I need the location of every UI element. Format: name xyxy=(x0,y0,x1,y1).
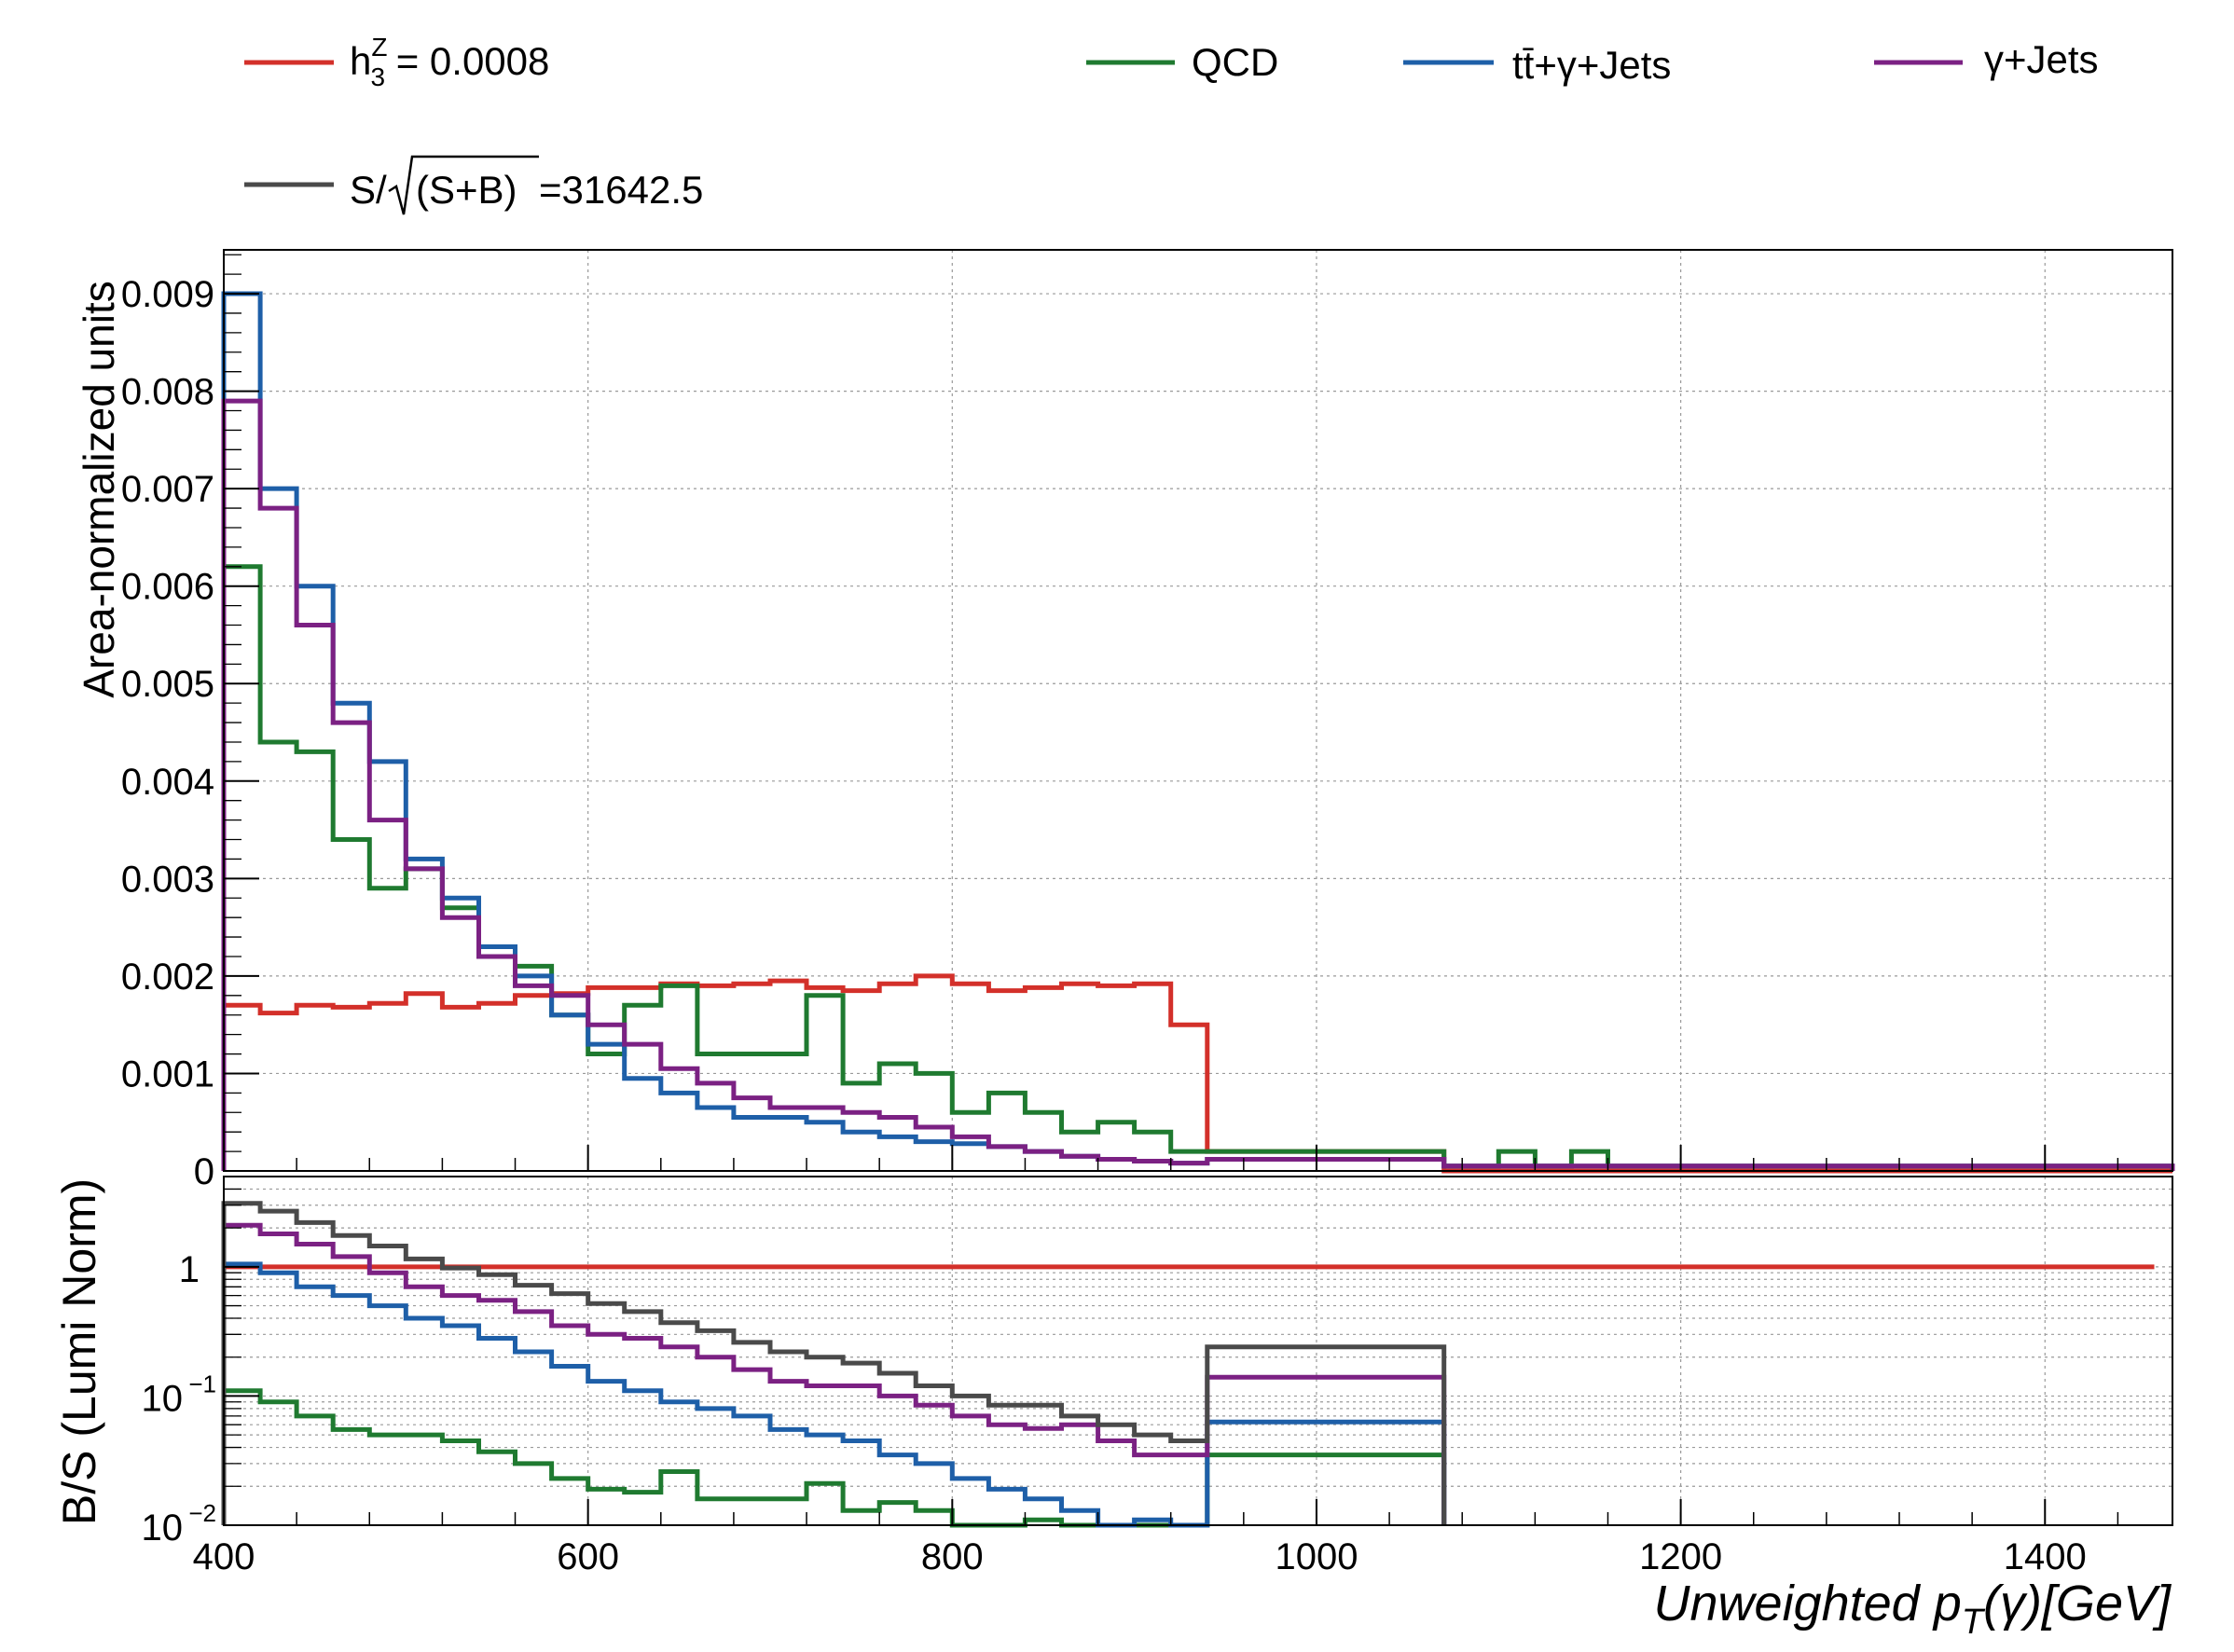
top-panel-frame xyxy=(223,249,2173,1172)
top-y-tick-label: 0.007 xyxy=(121,469,214,510)
legend-significance-value: =31642.5 xyxy=(539,168,703,212)
legend-significance-radicand: (S+B) xyxy=(416,168,517,212)
top-y-tick-label: 0 xyxy=(194,1151,214,1192)
x-tick-labels: 400 600 800 1000 1200 1400 xyxy=(193,1536,2087,1577)
top-y-tick-label: 0.008 xyxy=(121,372,214,413)
bottom-series-qcd xyxy=(221,1388,1447,1528)
bottom-panel-ticks xyxy=(223,1176,2119,1526)
top-series-signal xyxy=(221,973,2172,1174)
bottom-panel-series xyxy=(221,1201,2155,1528)
legend-significance-label: S/ (S+B) =31642.5 xyxy=(350,155,703,215)
bottom-series-gj xyxy=(221,1222,1447,1525)
top-series-gj xyxy=(221,398,2175,1171)
bottom-y-tick-label: 10 xyxy=(142,1507,184,1549)
bottom-series-ttgj xyxy=(221,1261,1447,1528)
top-panel-y-tick-labels: 0 0.001 0.002 0.003 0.004 0.005 0.006 0.007 0.00… xyxy=(121,274,214,1192)
bottom-y-axis-title: B/S (Lumi Norm) xyxy=(53,1178,105,1525)
x-axis-title: Unweighted pT(γ)[GeV] xyxy=(1654,1576,2172,1642)
top-panel-series xyxy=(221,291,2175,1174)
legend-ttgj-label: tt̄+γ+Jets xyxy=(1512,43,1671,87)
legend-gj-label: γ+Jets xyxy=(1984,37,2099,81)
top-series-qcd xyxy=(221,564,2175,1171)
bottom-panel-y-tick-labels: 110−110−2 xyxy=(142,1249,217,1549)
bottom-series-sum xyxy=(221,1201,1447,1525)
x-tick-label: 1000 xyxy=(1275,1536,1358,1577)
sqrt-radical-icon xyxy=(388,155,539,215)
top-y-tick-label: 0.009 xyxy=(121,274,214,315)
legend-significance-prefix: S/ xyxy=(350,168,387,212)
top-y-tick-label: 0.003 xyxy=(121,859,214,900)
bottom-panel-frame xyxy=(223,1176,2173,1526)
bottom-y-tick-exponent: −2 xyxy=(188,1499,216,1527)
top-panel-grid xyxy=(224,250,2172,1171)
top-y-tick-label: 0.001 xyxy=(121,1053,214,1094)
top-y-tick-label: 0.004 xyxy=(121,762,214,803)
x-tick-label: 800 xyxy=(921,1536,984,1577)
bottom-y-tick-label: 1 xyxy=(179,1249,200,1290)
bottom-y-tick-label: 10 xyxy=(142,1378,184,1419)
top-y-tick-label: 0.006 xyxy=(121,567,214,608)
x-tick-label: 1200 xyxy=(1639,1536,1722,1577)
top-y-tick-label: 0.002 xyxy=(121,957,214,998)
legend: hZ 3 = 0.0008 QCD tt̄+γ+Jets γ+Jets S/ (S… xyxy=(244,33,2099,215)
x-tick-label: 1400 xyxy=(2004,1536,2087,1577)
x-tick-label: 400 xyxy=(193,1536,255,1577)
top-y-tick-label: 0.005 xyxy=(121,664,214,705)
legend-qcd-label: QCD xyxy=(1192,40,1278,84)
legend-signal-label: hZ 3 = 0.0008 xyxy=(350,33,549,91)
top-panel-ticks xyxy=(223,254,2119,1172)
bottom-y-tick-exponent: −1 xyxy=(188,1370,216,1397)
top-y-axis-title: Area-normalized units xyxy=(75,281,123,697)
x-tick-label: 600 xyxy=(557,1536,619,1577)
